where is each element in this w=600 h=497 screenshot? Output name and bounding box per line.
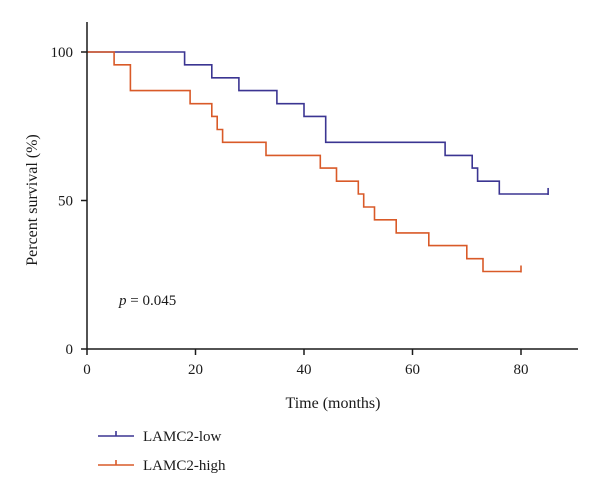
y-tick-label: 0 bbox=[66, 342, 74, 358]
y-tick-label: 100 bbox=[51, 45, 74, 61]
y-tick-label: 50 bbox=[58, 194, 73, 210]
plot-area: 0 20 40 60 80 0 50 100 bbox=[51, 22, 578, 378]
x-tick-label: 60 bbox=[405, 362, 420, 378]
x-tick-label: 20 bbox=[188, 362, 203, 378]
p-value-text: = 0.045 bbox=[127, 293, 177, 309]
x-tick-label: 0 bbox=[83, 362, 91, 378]
y-axis-ticks: 0 50 100 bbox=[51, 45, 87, 358]
legend-label-high: LAMC2-high bbox=[143, 458, 226, 474]
legend-item-low: LAMC2-low bbox=[98, 429, 222, 445]
legend: LAMC2-low LAMC2-high bbox=[98, 429, 226, 474]
y-axis-title: Percent survival (%) bbox=[24, 134, 41, 266]
x-tick-label: 40 bbox=[297, 362, 312, 378]
legend-item-high: LAMC2-high bbox=[98, 458, 226, 474]
x-axis-ticks: 0 20 40 60 80 bbox=[83, 349, 529, 378]
p-value-annotation: p = 0.045 bbox=[118, 293, 176, 309]
survival-curve-low bbox=[87, 51, 549, 195]
survival-curves bbox=[87, 51, 549, 273]
survival-curve-high bbox=[87, 51, 521, 273]
legend-label-low: LAMC2-low bbox=[143, 429, 222, 445]
x-tick-label: 80 bbox=[514, 362, 529, 378]
x-axis-title: Time (months) bbox=[286, 395, 381, 412]
p-value-symbol: p bbox=[118, 293, 127, 309]
